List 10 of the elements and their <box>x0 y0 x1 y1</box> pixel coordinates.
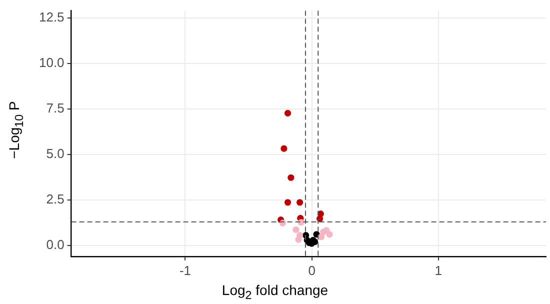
x-tick-label: -1 <box>179 262 192 278</box>
x-tick-label: 0 <box>308 262 316 278</box>
y-tick-label: 5.0 <box>46 146 64 162</box>
x-tick-label: 1 <box>434 262 442 278</box>
y-tick-label: 0.0 <box>46 237 64 252</box>
y-tick-label: 2.5 <box>46 192 64 207</box>
y-tick-label: 7.5 <box>46 100 64 116</box>
y-tick-label: 12.5 <box>38 10 64 25</box>
y-tick-label: 10.0 <box>38 55 64 70</box>
x-axis-title: Log$_{2}$ fold change <box>220 282 330 302</box>
